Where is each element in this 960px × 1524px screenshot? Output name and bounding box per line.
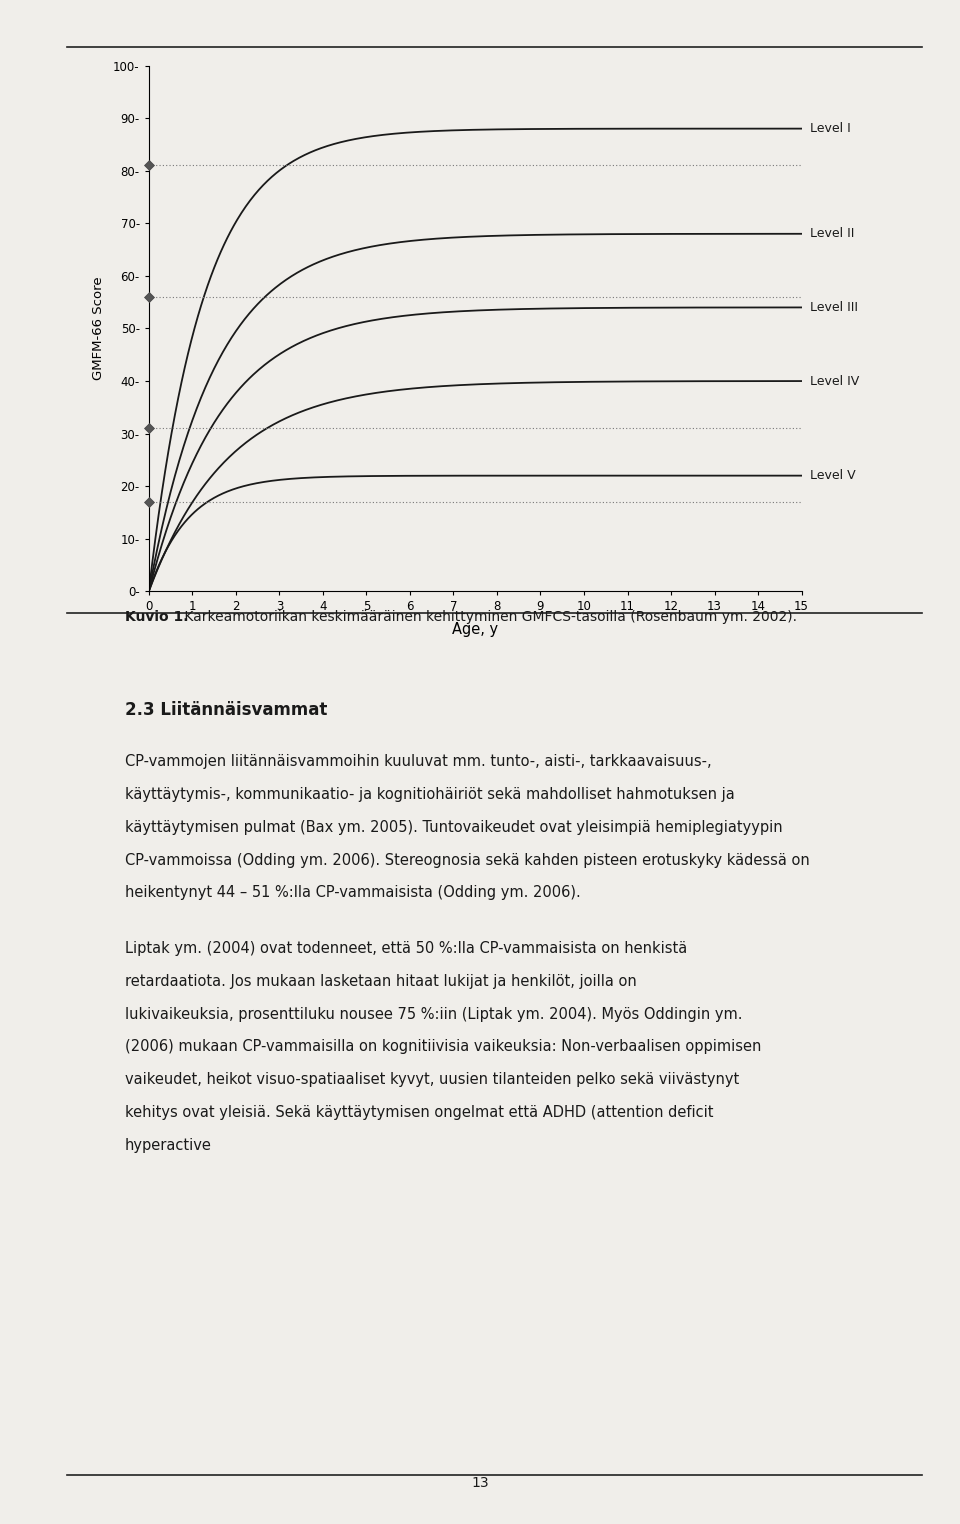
Text: kehitys ovat yleisiä. Sekä käyttäytymisen ongelmat että ADHD (attention deficit: kehitys ovat yleisiä. Sekä käyttäytymise… <box>125 1105 713 1120</box>
Text: Kuvio 1.: Kuvio 1. <box>125 610 188 623</box>
Text: Level IV: Level IV <box>810 375 859 387</box>
Text: 13: 13 <box>471 1477 489 1490</box>
Text: käyttäytymisen pulmat (Bax ym. 2005). Tuntovaikeudet ovat yleisimpiä hemiplegiat: käyttäytymisen pulmat (Bax ym. 2005). Tu… <box>125 820 782 835</box>
Text: CP-vammojen liitännäisvammoihin kuuluvat mm. tunto-, aisti-, tarkkaavaisuus-,: CP-vammojen liitännäisvammoihin kuuluvat… <box>125 754 711 770</box>
Y-axis label: GMFM-66 Score: GMFM-66 Score <box>92 277 105 379</box>
Text: lukivaikeuksia, prosenttiluku nousee 75 %:iin (Liptak ym. 2004). Myös Oddingin y: lukivaikeuksia, prosenttiluku nousee 75 … <box>125 1006 742 1021</box>
Text: heikentynyt 44 – 51 %:lla CP-vammaisista (Odding ym. 2006).: heikentynyt 44 – 51 %:lla CP-vammaisista… <box>125 885 581 901</box>
Text: Level II: Level II <box>810 227 854 241</box>
Text: Karkeamotoriikan keskimääräinen kehittyminen GMFCS-tasoilla (Rosenbaum ym. 2002): Karkeamotoriikan keskimääräinen kehittym… <box>180 610 798 623</box>
Text: CP-vammoissa (Odding ym. 2006). Stereognosia sekä kahden pisteen erotuskyky käde: CP-vammoissa (Odding ym. 2006). Stereogn… <box>125 853 809 867</box>
Text: käyttäytymis-, kommunikaatio- ja kognitiohäiriöt sekä mahdolliset hahmotuksen ja: käyttäytymis-, kommunikaatio- ja kogniti… <box>125 788 734 802</box>
Text: Liptak ym. (2004) ovat todenneet, että 50 %:lla CP-vammaisista on henkistä: Liptak ym. (2004) ovat todenneet, että 5… <box>125 940 687 956</box>
Text: Level III: Level III <box>810 300 858 314</box>
X-axis label: Age, y: Age, y <box>452 622 498 637</box>
Text: vaikeudet, heikot visuo-spatiaaliset kyvyt, uusien tilanteiden pelko sekä viiväs: vaikeudet, heikot visuo-spatiaaliset kyv… <box>125 1073 739 1087</box>
Text: 2.3 Liitännäisvammat: 2.3 Liitännäisvammat <box>125 701 327 719</box>
Text: Level I: Level I <box>810 122 852 136</box>
Text: (2006) mukaan CP-vammaisilla on kognitiivisia vaikeuksia: Non-verbaalisen oppimi: (2006) mukaan CP-vammaisilla on kognitii… <box>125 1039 761 1055</box>
Text: Level V: Level V <box>810 469 856 482</box>
Text: retardaatiota. Jos mukaan lasketaan hitaat lukijat ja henkilöt, joilla on: retardaatiota. Jos mukaan lasketaan hita… <box>125 974 636 989</box>
Text: hyperactive: hyperactive <box>125 1137 211 1152</box>
